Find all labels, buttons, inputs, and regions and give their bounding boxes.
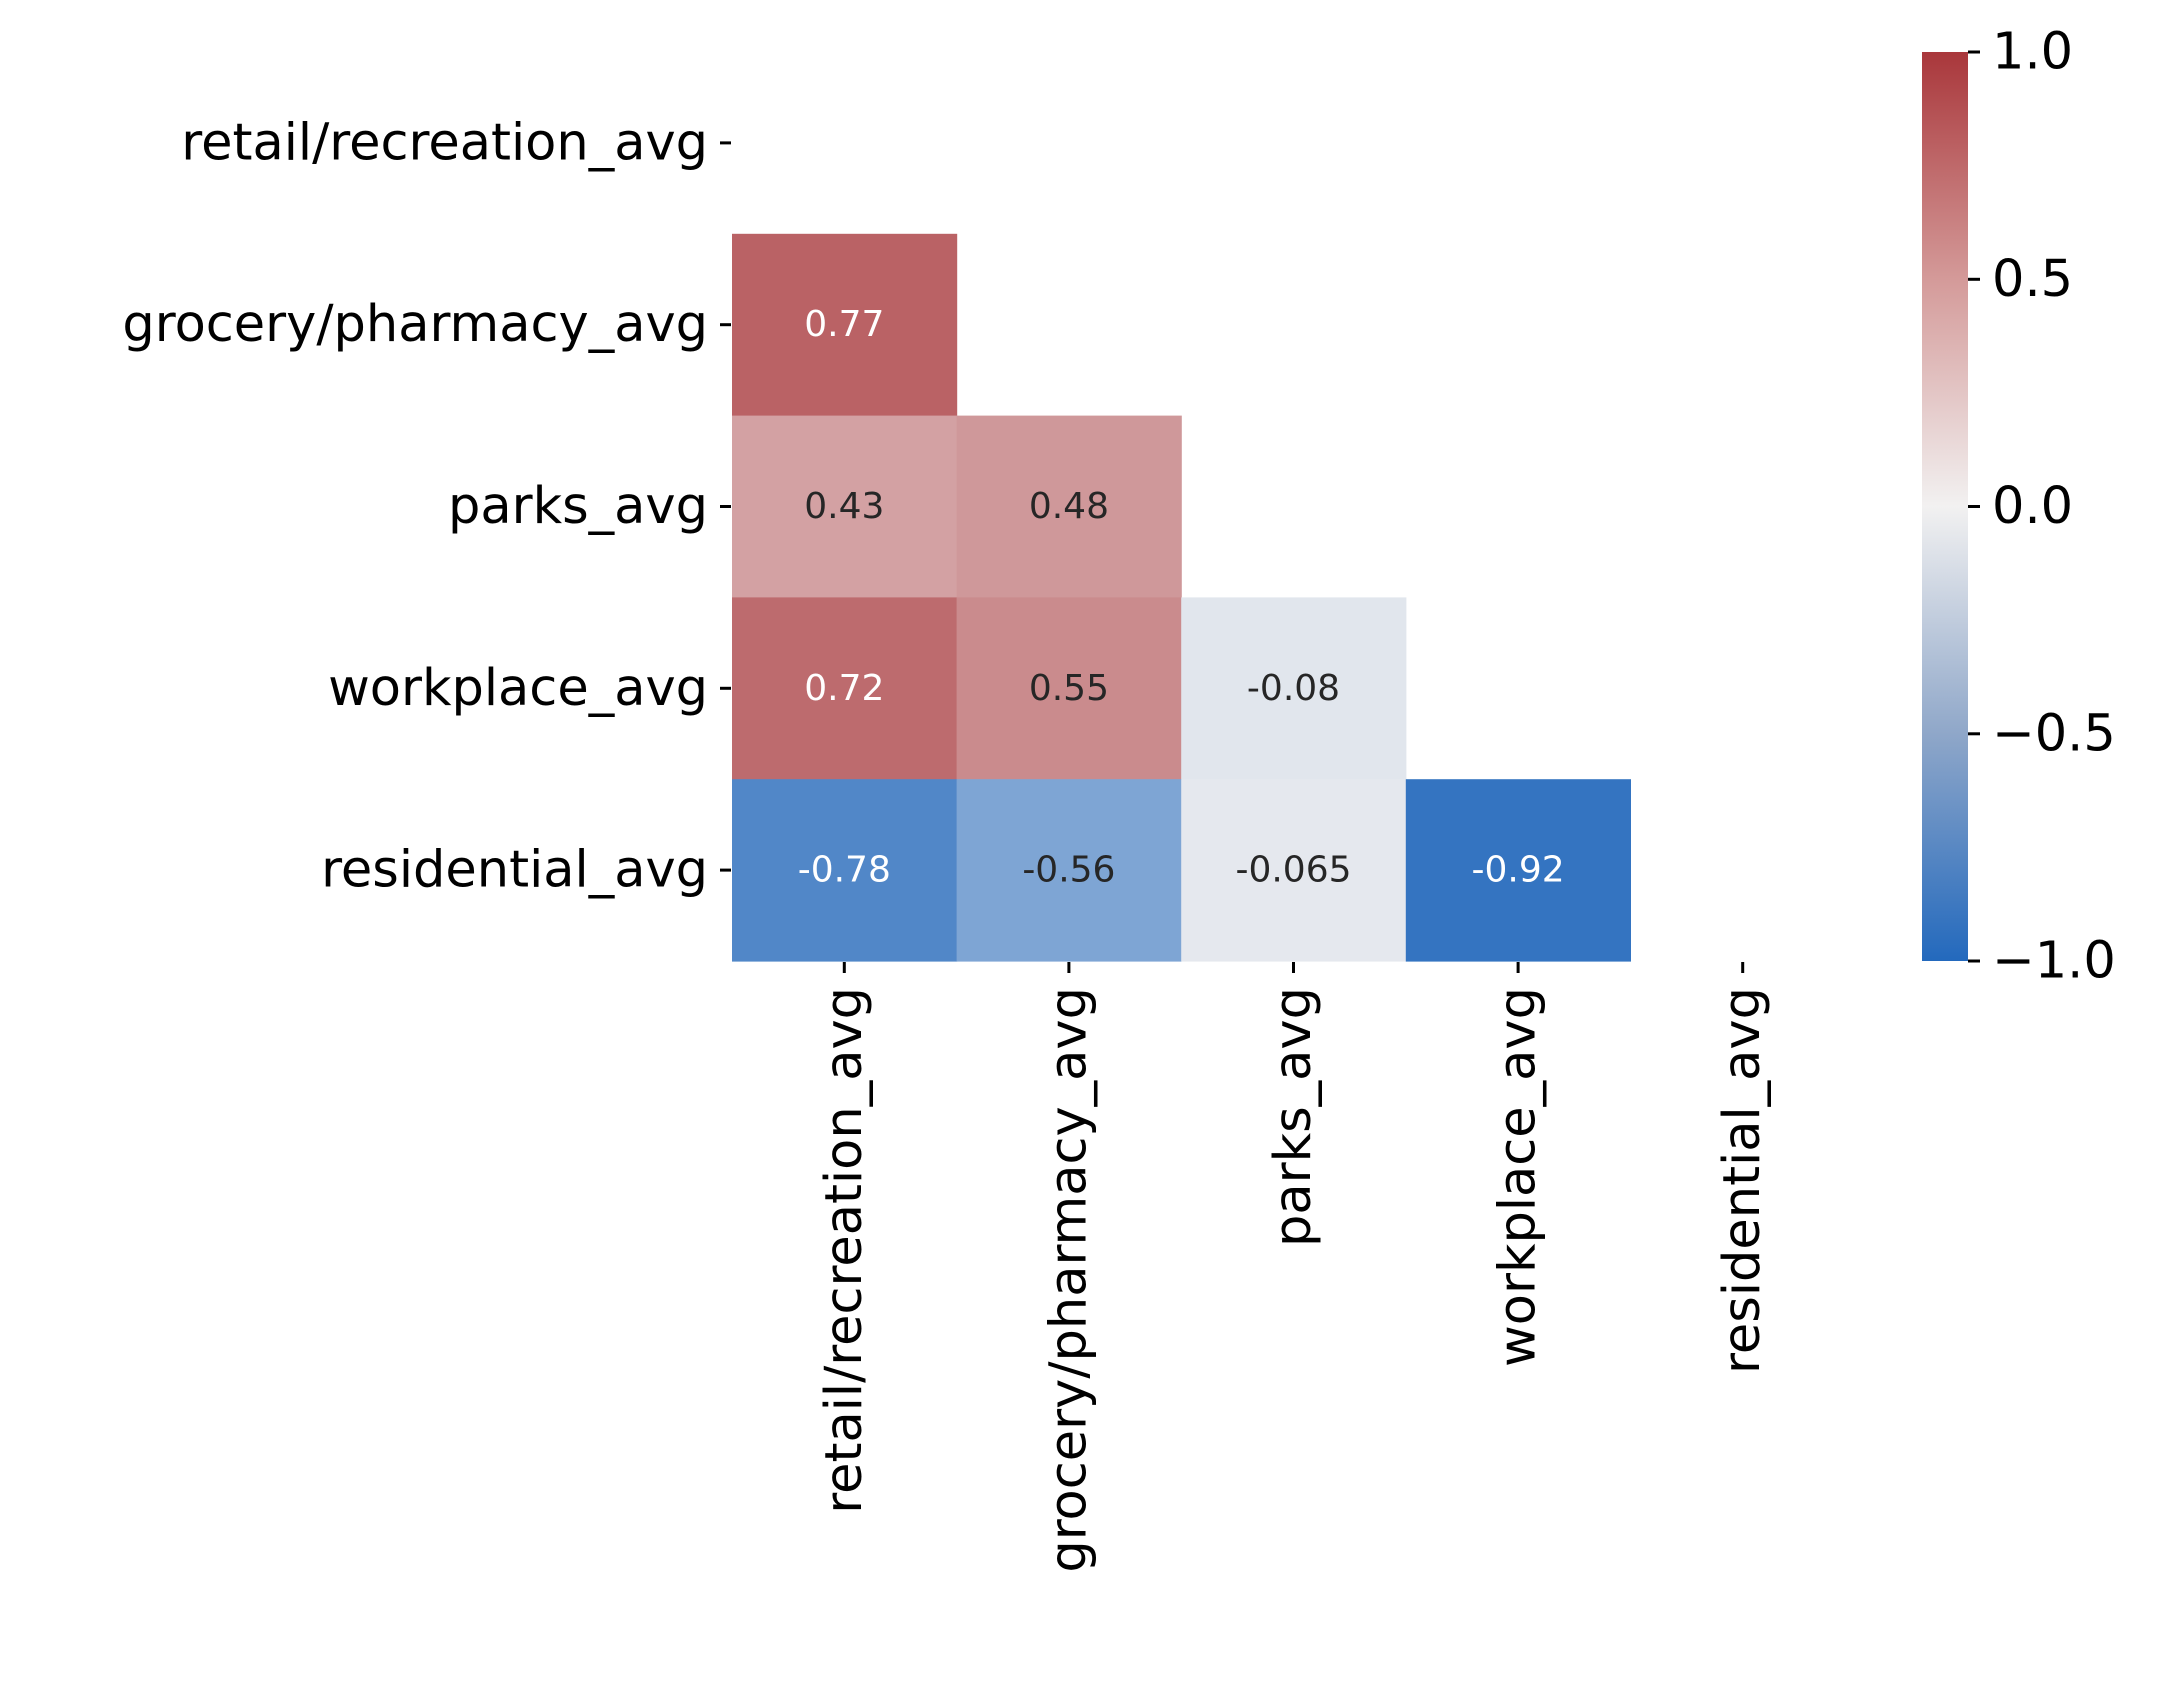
heatmap-cell-workplace-avg-parks-avg — [1181, 597, 1407, 780]
column-label-parks-avg: parks_avg — [1264, 987, 1323, 1247]
heatmap-cell-residential-avg-workplace-avg — [1405, 779, 1631, 962]
cell-value-label-grocery-pharmacy-avg-retail-recreation-avg: 0.77 — [804, 304, 884, 345]
column-labels: retail/recreation_avg grocery/pharmacy_av… — [815, 962, 1772, 1573]
cell-value-label-residential-avg-parks-avg: -0.065 — [1235, 850, 1351, 891]
heatmap-cell-workplace-avg-grocery-pharmacy-avg — [956, 597, 1182, 780]
row-labels: retail/recreation_avg grocery/pharmacy_av… — [122, 113, 731, 900]
cell-value-label-parks-avg-grocery-pharmacy-avg: 0.48 — [1029, 486, 1109, 527]
colorbar-tick-label-0: 1.0 — [1992, 23, 2073, 82]
cells-layer: 0.77 0.43 0.48 0.72 0.55 -0.08 -0.78 -0.56 -0.06… — [732, 233, 1631, 962]
heatmap-cell-grocery-pharmacy-avg-retail-recreation-avg — [732, 233, 958, 417]
colorbar-tick-label-2: 0.0 — [1992, 477, 2073, 536]
row-label-grocery-pharmacy-avg: grocery/pharmacy_avg — [122, 295, 708, 354]
colorbar-bar — [1922, 52, 1968, 961]
row-label-residential-avg: residential_avg — [321, 841, 708, 900]
heatmap-cell-parks-avg-grocery-pharmacy-avg — [956, 415, 1182, 598]
heatmap-cell-residential-avg-parks-avg — [1181, 779, 1407, 962]
cell-value-label-residential-avg-workplace-avg: -0.92 — [1472, 850, 1565, 891]
colorbar: 1.0 0.5 0.0 −0.5 −1.0 — [1922, 23, 2116, 991]
row-label-parks-avg: parks_avg — [448, 477, 708, 536]
cell-value-label-workplace-avg-parks-avg: -0.08 — [1247, 668, 1340, 709]
column-label-residential-avg: residential_avg — [1713, 987, 1772, 1374]
column-label-grocery-pharmacy-avg: grocery/pharmacy_avg — [1039, 987, 1098, 1573]
row-label-retail-recreation-avg: retail/recreation_avg — [181, 113, 708, 172]
column-label-retail-recreation-avg: retail/recreation_avg — [815, 987, 874, 1514]
colorbar-tick-label-4: −1.0 — [1992, 932, 2116, 991]
heatmap-cell-residential-avg-retail-recreation-avg — [732, 779, 958, 962]
heatmap-cell-parks-avg-retail-recreation-avg — [732, 415, 958, 598]
column-label-workplace-avg: workplace_avg — [1489, 987, 1548, 1367]
heatmap-cell-residential-avg-grocery-pharmacy-avg — [956, 779, 1182, 962]
cell-value-label-workplace-avg-retail-recreation-avg: 0.72 — [804, 668, 884, 709]
cell-value-label-workplace-avg-grocery-pharmacy-avg: 0.55 — [1029, 668, 1109, 709]
cell-value-label-parks-avg-retail-recreation-avg: 0.43 — [804, 486, 884, 527]
cell-value-label-residential-avg-retail-recreation-avg: -0.78 — [798, 850, 891, 891]
cell-value-label-residential-avg-grocery-pharmacy-avg: -0.56 — [1022, 850, 1115, 891]
colorbar-tick-label-3: −0.5 — [1992, 704, 2116, 763]
heatmap-cell-workplace-avg-retail-recreation-avg — [732, 597, 958, 780]
row-label-workplace-avg: workplace_avg — [328, 659, 708, 718]
colorbar-tick-label-1: 0.5 — [1992, 250, 2073, 309]
